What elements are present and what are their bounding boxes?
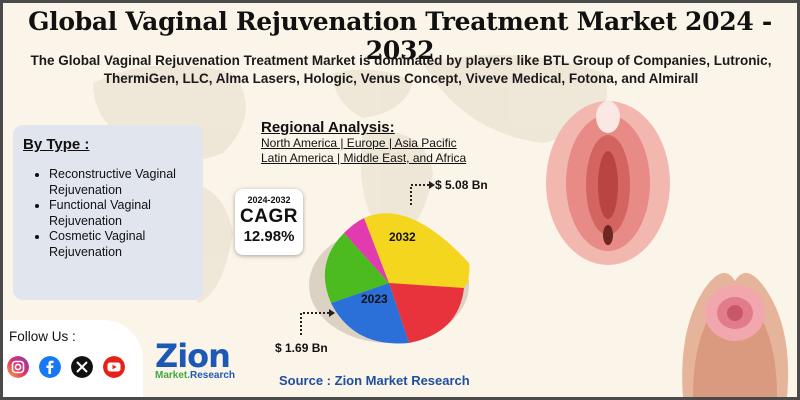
- market-pie-graphic: 2032 2023: [309, 213, 470, 344]
- facebook-icon[interactable]: [39, 356, 61, 378]
- cagr-years: 2024-2032: [247, 195, 291, 205]
- logo-subtitle: Market.Research: [155, 370, 235, 381]
- value-2023: $ 1.69 Bn: [275, 341, 328, 355]
- anatomy-illustration: [546, 101, 670, 265]
- instagram-icon[interactable]: [7, 356, 29, 378]
- regional-line-1: North America | Europe | Asia Pacific: [261, 136, 457, 150]
- x-icon[interactable]: [71, 356, 93, 378]
- arrow-2032: [410, 181, 435, 205]
- by-type-panel: By Type : Reconstructive Vaginal Rejuven…: [13, 125, 203, 300]
- regional-heading: Regional Analysis:: [261, 119, 395, 136]
- list-item: Functional Vaginal Rejuvenation: [49, 198, 214, 229]
- subtitle: The Global Vaginal Rejuvenation Treatmen…: [30, 53, 772, 86]
- by-type-list: Reconstructive Vaginal Rejuvenation Func…: [35, 167, 214, 260]
- by-type-heading: By Type :: [23, 136, 90, 153]
- logo-sub-right: Research: [190, 370, 236, 381]
- value-2032: $ 5.08 Bn: [435, 178, 488, 192]
- page-title: Global Vaginal Rejuvenation Treatment Ma…: [28, 7, 772, 65]
- youtube-icon[interactable]: [103, 356, 125, 378]
- zion-logo: Zion Market.Research: [155, 337, 235, 381]
- regional-line-2: Latin America | Middle East, and Africa: [261, 151, 467, 165]
- hands-illustration: [682, 273, 789, 397]
- arrow-2023: [300, 309, 335, 335]
- pie-label-2023: 2023: [361, 292, 388, 306]
- follow-panel: Follow Us :: [3, 320, 143, 397]
- pie-slice-2032: [364, 213, 470, 288]
- source-credit: Source : Zion Market Research: [279, 373, 470, 388]
- list-item: Reconstructive Vaginal Rejuvenation: [49, 167, 214, 198]
- logo-name: Zion: [155, 337, 231, 375]
- cagr-badge: 2024-2032 CAGR 12.98%: [235, 189, 303, 255]
- pie-slice-green: [324, 233, 389, 303]
- list-item: Cosmetic Vaginal Rejuvenation: [49, 229, 214, 260]
- pie-slice-2023: [331, 283, 409, 344]
- cagr-value: 12.98%: [243, 228, 295, 245]
- regional-analysis: Regional Analysis: North America | Europ…: [261, 119, 466, 166]
- follow-label: Follow Us :: [9, 329, 76, 344]
- pie-slice-red: [389, 283, 464, 343]
- logo-sub-left: Market.: [155, 370, 191, 381]
- pie-slice-pink: [344, 218, 389, 283]
- pie-label-2032: 2032: [389, 230, 416, 244]
- cagr-label: CAGR: [240, 206, 298, 227]
